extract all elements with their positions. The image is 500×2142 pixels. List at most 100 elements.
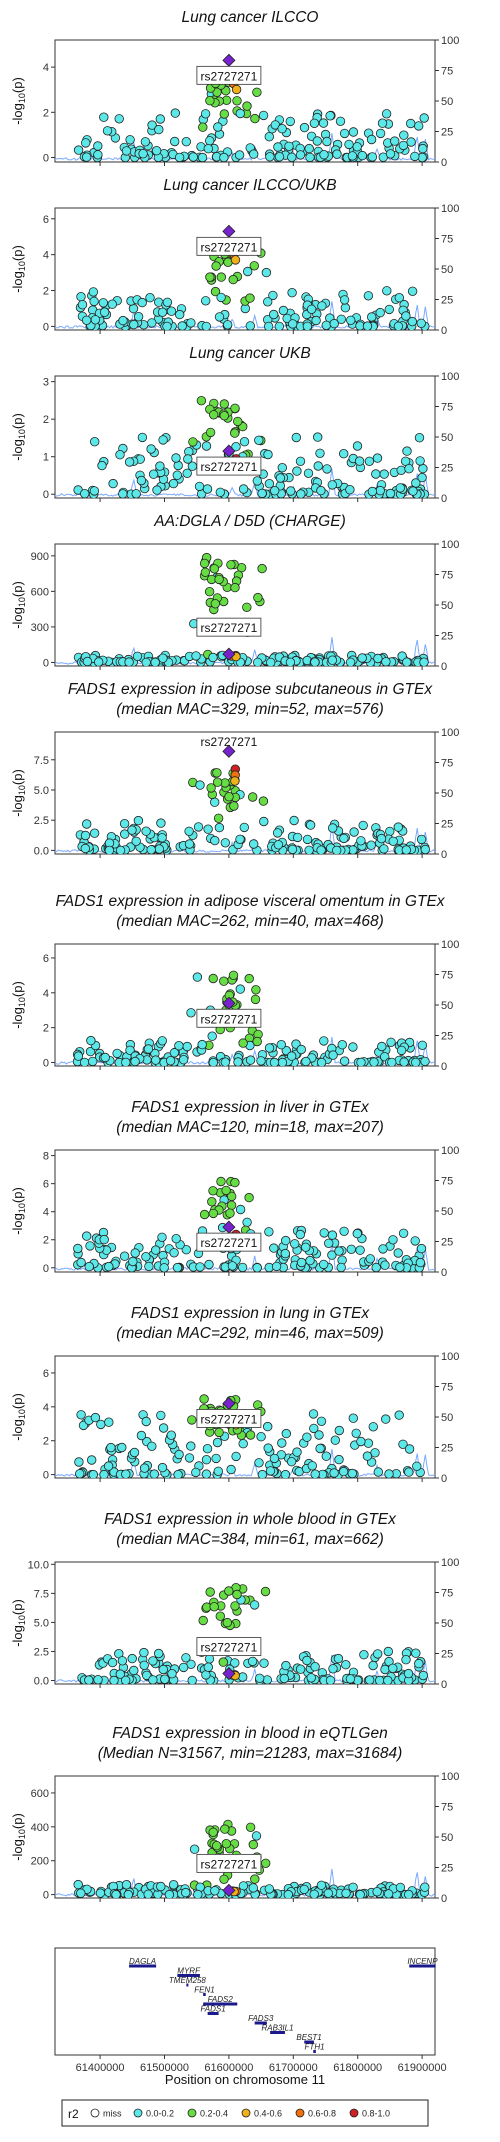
gene-label: MYRF xyxy=(177,1967,201,1976)
recomb-tick-label: 0 xyxy=(441,661,447,673)
y-axis-label-sub: 10 xyxy=(17,785,27,795)
snp-point xyxy=(269,309,279,320)
snp-point xyxy=(180,1887,191,1898)
snp-point xyxy=(401,311,411,321)
snp-point xyxy=(352,1228,363,1239)
snp-point xyxy=(306,304,317,315)
snp-point xyxy=(248,839,259,849)
snp-point xyxy=(205,272,215,282)
snp-point xyxy=(216,272,227,282)
recomb-tick-label: 50 xyxy=(441,432,453,444)
gene-label: INCENP xyxy=(407,1957,438,1966)
snp-point xyxy=(229,428,240,438)
y-tick-label: 6 xyxy=(43,953,49,965)
x-tick-label: 61900000 xyxy=(398,2062,447,2074)
snp-point xyxy=(319,1259,329,1270)
y-tick-label: 1 xyxy=(43,452,49,464)
snp-point xyxy=(316,1416,327,1427)
snp-point xyxy=(250,994,261,1005)
snp-point xyxy=(404,1467,414,1477)
snp-point xyxy=(158,653,168,663)
snp-point xyxy=(309,1423,319,1434)
snp-point xyxy=(75,1469,85,1478)
snp-point xyxy=(235,108,246,119)
y-axis-label: -log10(p) xyxy=(10,413,27,461)
snp-point xyxy=(336,1262,346,1272)
snp-point xyxy=(168,478,179,489)
snp-point xyxy=(205,427,216,438)
association-panel: Lung cancer ILCCO 0 2 4 0 25 50 75 100 -log10(p) r… xyxy=(10,9,459,169)
lead-snp-label: rs2727271 xyxy=(201,1857,258,1871)
y-tick-label: 600 xyxy=(31,1788,49,1800)
y-tick-label: 0 xyxy=(43,1263,49,1275)
snp-point xyxy=(329,318,339,329)
snp-point xyxy=(184,1453,195,1463)
snp-point xyxy=(365,1675,375,1684)
snp-point xyxy=(121,1057,131,1066)
snp-point xyxy=(199,558,210,569)
panel-title: (median MAC=329, min=52, max=576) xyxy=(116,701,384,718)
snp-point xyxy=(212,1437,223,1448)
snp-point xyxy=(204,587,215,597)
snp-point xyxy=(186,1008,196,1018)
snp-point xyxy=(417,1040,428,1051)
snp-point xyxy=(383,1889,394,1898)
snp-point xyxy=(269,1057,280,1066)
snp-point xyxy=(339,833,349,844)
snp-point xyxy=(348,1042,358,1052)
snp-point xyxy=(219,1874,229,1885)
y-axis-label: -log10(p) xyxy=(10,1599,27,1647)
panel-title: (Median N=31567, min=21283, max=31684) xyxy=(98,1745,403,1762)
y-tick-label: 4 xyxy=(43,250,49,262)
snp-point xyxy=(328,1664,338,1674)
snp-point xyxy=(257,488,267,498)
snp-point xyxy=(224,792,234,802)
snp-point xyxy=(258,796,269,806)
snp-point xyxy=(339,128,350,139)
snp-point xyxy=(302,1432,312,1442)
gene-bar xyxy=(207,2012,219,2015)
snp-point xyxy=(171,453,181,463)
legend-label: 0.2-0.4 xyxy=(200,2109,228,2119)
snp-point xyxy=(258,110,269,121)
snp-point xyxy=(381,657,391,666)
snp-point xyxy=(388,1235,398,1245)
snp-point xyxy=(219,109,230,119)
snp-point xyxy=(169,136,180,147)
snp-point xyxy=(411,1648,421,1658)
association-panel: Lung cancer UKB 0 1 2 3 0 25 50 75 100 -log10(p) rs… xyxy=(10,345,459,505)
snp-point xyxy=(418,143,428,154)
gene-label: FADS2 xyxy=(208,1995,234,2004)
snp-point xyxy=(170,108,181,118)
snp-point xyxy=(393,321,404,330)
snp-point xyxy=(210,599,221,609)
snp-point xyxy=(274,321,284,330)
snp-point xyxy=(327,1250,337,1260)
snp-point xyxy=(383,1675,393,1684)
snp-point xyxy=(364,456,375,467)
snp-point xyxy=(334,1425,345,1436)
snp-point xyxy=(86,1035,96,1046)
snp-point xyxy=(323,1888,333,1898)
snp-point xyxy=(187,1675,197,1684)
snp-point xyxy=(149,1469,159,1478)
snp-point xyxy=(411,1057,421,1066)
snp-point xyxy=(380,1260,390,1270)
snp-point xyxy=(287,1051,297,1061)
snp-point xyxy=(151,145,162,156)
snp-point xyxy=(214,574,224,585)
y-tick-label: 6 xyxy=(43,214,49,226)
y-tick-label: 2 xyxy=(43,1235,49,1247)
snp-point xyxy=(242,1217,252,1228)
snp-point xyxy=(415,456,425,466)
snp-point xyxy=(127,825,137,835)
y-tick-label: 10.0 xyxy=(28,1559,49,1571)
snp-point xyxy=(192,972,203,982)
snp-point xyxy=(214,822,225,833)
snp-point xyxy=(99,307,110,317)
snp-point xyxy=(398,140,409,151)
snp-point xyxy=(104,1417,114,1427)
snp-point xyxy=(127,1653,137,1664)
snp-point xyxy=(148,1656,158,1666)
y-tick-label: 8 xyxy=(43,1151,49,1163)
